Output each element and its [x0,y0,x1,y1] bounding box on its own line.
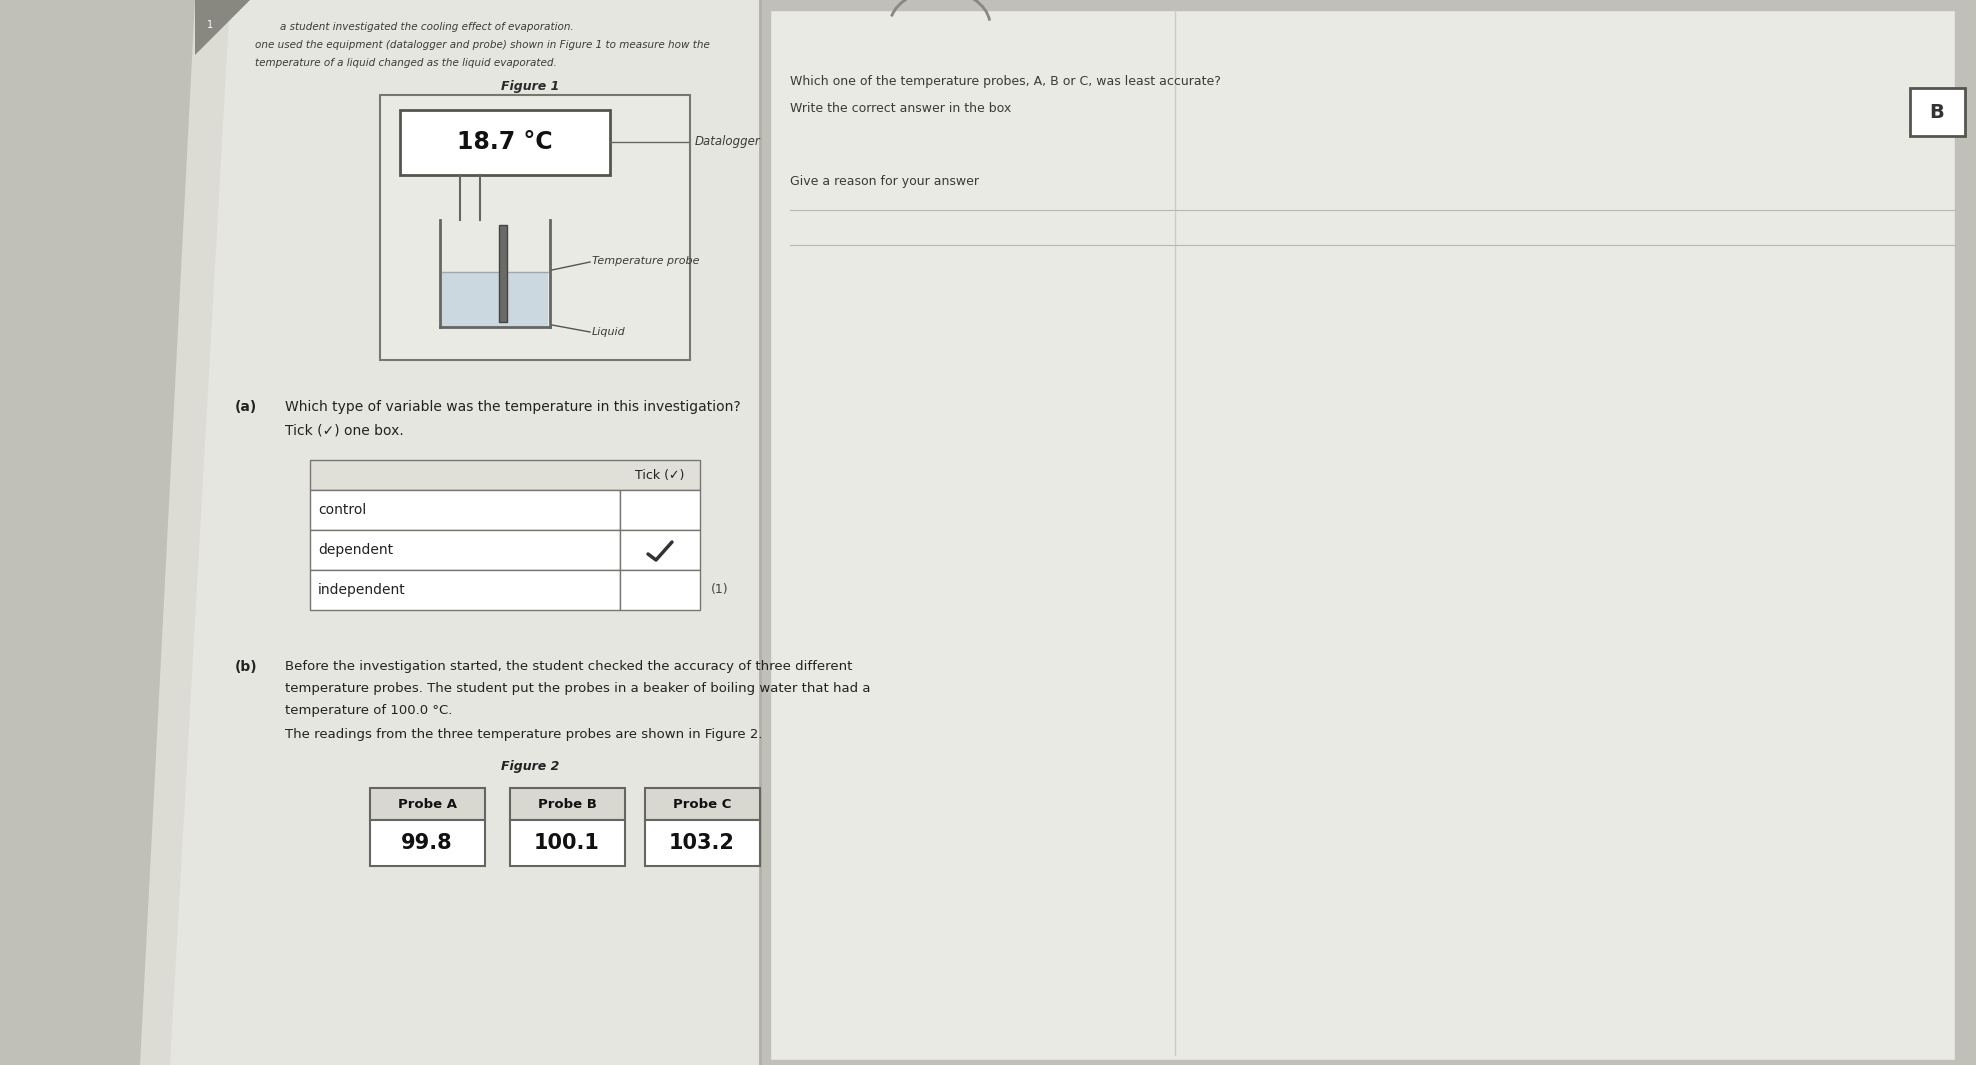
Bar [310,490,620,530]
Text: Tick (✓) one box.: Tick (✓) one box. [285,424,403,438]
Text: Probe A: Probe A [397,798,456,810]
Text: Probe B: Probe B [537,798,597,810]
Text: Figure 2: Figure 2 [500,760,559,773]
Text: 100.1: 100.1 [534,833,601,853]
Text: 1: 1 [207,20,213,30]
Bar [310,570,620,610]
Text: (1): (1) [711,584,729,596]
Text: Liquid: Liquid [593,327,626,337]
Bar [620,490,700,530]
Bar [620,570,700,610]
Text: independent: independent [318,583,405,597]
Text: Datalogger: Datalogger [696,135,761,148]
Text: 18.7 °C: 18.7 °C [456,130,553,154]
Text: temperature probes. The student put the probes in a beaker of boiling water that: temperature probes. The student put the … [285,682,871,695]
Text: 99.8: 99.8 [401,833,453,853]
Text: Write the correct answer in the box: Write the correct answer in the box [790,102,1012,115]
Text: B: B [1931,102,1944,121]
Bar [310,460,700,490]
Text: Before the investigation started, the student checked the accuracy of three diff: Before the investigation started, the st… [285,660,852,673]
Bar [379,95,690,360]
Bar [500,225,508,322]
Text: 103.2: 103.2 [670,833,735,853]
Polygon shape [170,0,761,1065]
Bar [370,788,484,820]
Text: The readings from the three temperature probes are shown in Figure 2.: The readings from the three temperature … [285,728,763,741]
Text: one used the equipment (datalogger and probe) shown in Figure 1 to measure how t: one used the equipment (datalogger and p… [255,40,709,50]
Text: Tick (✓): Tick (✓) [636,469,686,481]
Text: control: control [318,503,366,517]
Text: (b): (b) [235,660,257,674]
Text: temperature of 100.0 °C.: temperature of 100.0 °C. [285,704,453,717]
Text: Which one of the temperature probes, A, B or C, was least accurate?: Which one of the temperature probes, A, … [790,75,1221,88]
Bar [1911,88,1964,136]
Bar [771,10,1954,1060]
Text: Which type of variable was the temperature in this investigation?: Which type of variable was the temperatu… [285,400,741,414]
Bar [510,820,624,866]
Text: dependent: dependent [318,543,393,557]
Polygon shape [196,0,251,55]
Text: Figure 1: Figure 1 [500,80,559,93]
Text: Probe C: Probe C [672,798,731,810]
Bar [644,788,761,820]
Bar [399,110,611,175]
Text: a student investigated the cooling effect of evaporation.: a student investigated the cooling effec… [281,22,573,32]
Text: temperature of a liquid changed as the liquid evaporated.: temperature of a liquid changed as the l… [255,58,557,68]
Bar [370,820,484,866]
Text: Give a reason for your answer: Give a reason for your answer [790,175,978,189]
Bar [620,530,700,570]
Bar [443,272,547,327]
Polygon shape [140,0,761,1065]
Bar [644,820,761,866]
Bar [310,530,620,570]
Text: Temperature probe: Temperature probe [593,256,700,266]
Text: (a): (a) [235,400,257,414]
Bar [510,788,624,820]
